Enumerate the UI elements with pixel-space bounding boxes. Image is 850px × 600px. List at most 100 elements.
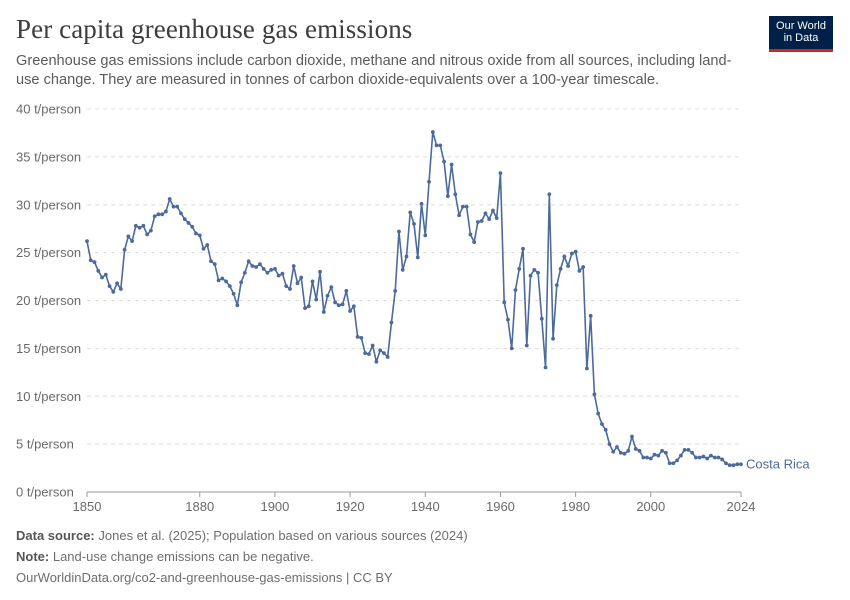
data-point-1978 (566, 264, 571, 268)
data-point-1931 (389, 320, 394, 325)
data-point-1885 (216, 278, 221, 283)
source-url[interactable]: OurWorldinData.org/co2-and-greenhouse-ga… (16, 570, 393, 585)
x-tick-label-1920: 1920 (336, 499, 365, 514)
y-axis: 0 t/person 5 t/person 10 t/person 15 t/pers… (16, 102, 81, 500)
chart-title: Per capita greenhouse gas emissions (16, 14, 413, 44)
data-point-1895 (254, 265, 259, 269)
data-point-1950 (460, 204, 465, 209)
data-point-1993 (622, 451, 627, 456)
data-point-1974 (551, 336, 555, 341)
data-point-1951 (464, 204, 469, 209)
data-point-1982 (581, 265, 586, 269)
data-point-2018 (716, 455, 721, 460)
data-point-2001 (652, 452, 657, 457)
data-point-1863 (133, 223, 138, 228)
data-point-1956 (483, 211, 488, 216)
data-point-1987 (600, 422, 604, 426)
data-point-2016 (709, 453, 713, 458)
data-point-1980 (573, 249, 578, 254)
data-point-2015 (705, 456, 710, 461)
data-point-1904 (288, 287, 292, 291)
data-point-1995 (630, 434, 634, 439)
data-point-1894 (250, 264, 255, 268)
data-point-1852 (92, 260, 97, 265)
data-point-1893 (246, 259, 251, 264)
data-point-1928 (378, 348, 383, 353)
x-tick-label-2024: 2024 (727, 499, 756, 514)
data-point-1898 (265, 270, 270, 275)
data-point-1969 (532, 267, 537, 272)
y-tick-label-35: 35 t/person (16, 149, 81, 164)
note-text: Land-use change emissions can be negativ… (52, 549, 314, 564)
data-point-1865 (141, 223, 146, 228)
data-point-1878 (190, 224, 195, 229)
data-point-1855 (103, 272, 108, 277)
data-point-2004 (663, 450, 668, 455)
owid-logo[interactable]: Our World in Data (769, 16, 833, 52)
data-point-1927 (374, 359, 379, 364)
data-point-1947 (449, 162, 454, 167)
data-point-1924 (363, 351, 368, 356)
data-point-1858 (115, 281, 119, 286)
data-point-1961 (502, 300, 507, 305)
data-point-1984 (588, 313, 593, 318)
data-point-1854 (100, 275, 104, 280)
x-tick-label-1850: 1850 (73, 499, 102, 514)
data-point-1933 (397, 229, 401, 234)
data-source-text: Jones et al. (2025); Population based on… (98, 528, 468, 543)
data-point-1909 (306, 304, 311, 309)
data-point-1892 (242, 270, 247, 275)
data-point-1911 (314, 297, 319, 302)
data-point-1859 (118, 287, 123, 291)
data-point-1879 (194, 231, 198, 236)
data-point-1891 (239, 280, 244, 285)
data-point-1882 (205, 243, 210, 247)
x-tick-label-1960: 1960 (486, 499, 515, 514)
data-point-1996 (633, 447, 638, 451)
data-point-1877 (186, 221, 191, 225)
data-point-1954 (475, 220, 480, 224)
data-point-1975 (554, 283, 559, 288)
data-point-1872 (167, 197, 172, 201)
x-tick-label-1880: 1880 (185, 499, 214, 514)
data-point-1886 (220, 276, 225, 281)
grid-lines (87, 108, 741, 445)
data-point-2017 (712, 455, 717, 460)
data-point-1873 (171, 204, 176, 209)
data-point-1900 (273, 267, 277, 271)
data-point-1957 (487, 217, 492, 222)
data-point-1941 (427, 179, 431, 184)
data-point-1934 (400, 267, 405, 272)
data-point-1908 (303, 306, 307, 311)
data-point-1870 (160, 212, 165, 217)
series-layer[interactable]: Costa Rica (85, 130, 810, 472)
data-point-1887 (224, 279, 228, 284)
data-point-1991 (615, 445, 619, 449)
data-point-1871 (164, 209, 168, 214)
data-point-1937 (412, 222, 416, 226)
data-point-1972 (543, 365, 548, 370)
data-point-1929 (382, 351, 386, 356)
data-point-2024 (739, 462, 743, 467)
data-point-1881 (201, 246, 206, 251)
data-point-1888 (227, 284, 232, 289)
data-point-1901 (276, 273, 281, 278)
data-point-1903 (284, 284, 289, 289)
data-point-1955 (479, 219, 484, 223)
data-point-1944 (438, 143, 443, 148)
data-point-1913 (321, 310, 326, 314)
y-tick-label-30: 30 t/person (16, 197, 81, 212)
data-point-2008 (678, 453, 683, 458)
data-point-2023 (735, 462, 740, 467)
data-point-1914 (325, 293, 330, 298)
data-point-1916 (333, 300, 337, 305)
logo-line-1: Our World (776, 20, 826, 32)
data-point-1919 (344, 289, 349, 293)
x-tick-label-1900: 1900 (260, 499, 289, 514)
data-point-1860 (122, 247, 127, 252)
data-point-1964 (513, 288, 518, 292)
series-label-costa-rica: Costa Rica (746, 457, 810, 472)
data-point-1869 (156, 212, 161, 217)
data-point-1902 (280, 271, 285, 276)
x-axis: 1850 1880 1900 1920 1940 1960 1980 2000 2024 (73, 491, 756, 514)
